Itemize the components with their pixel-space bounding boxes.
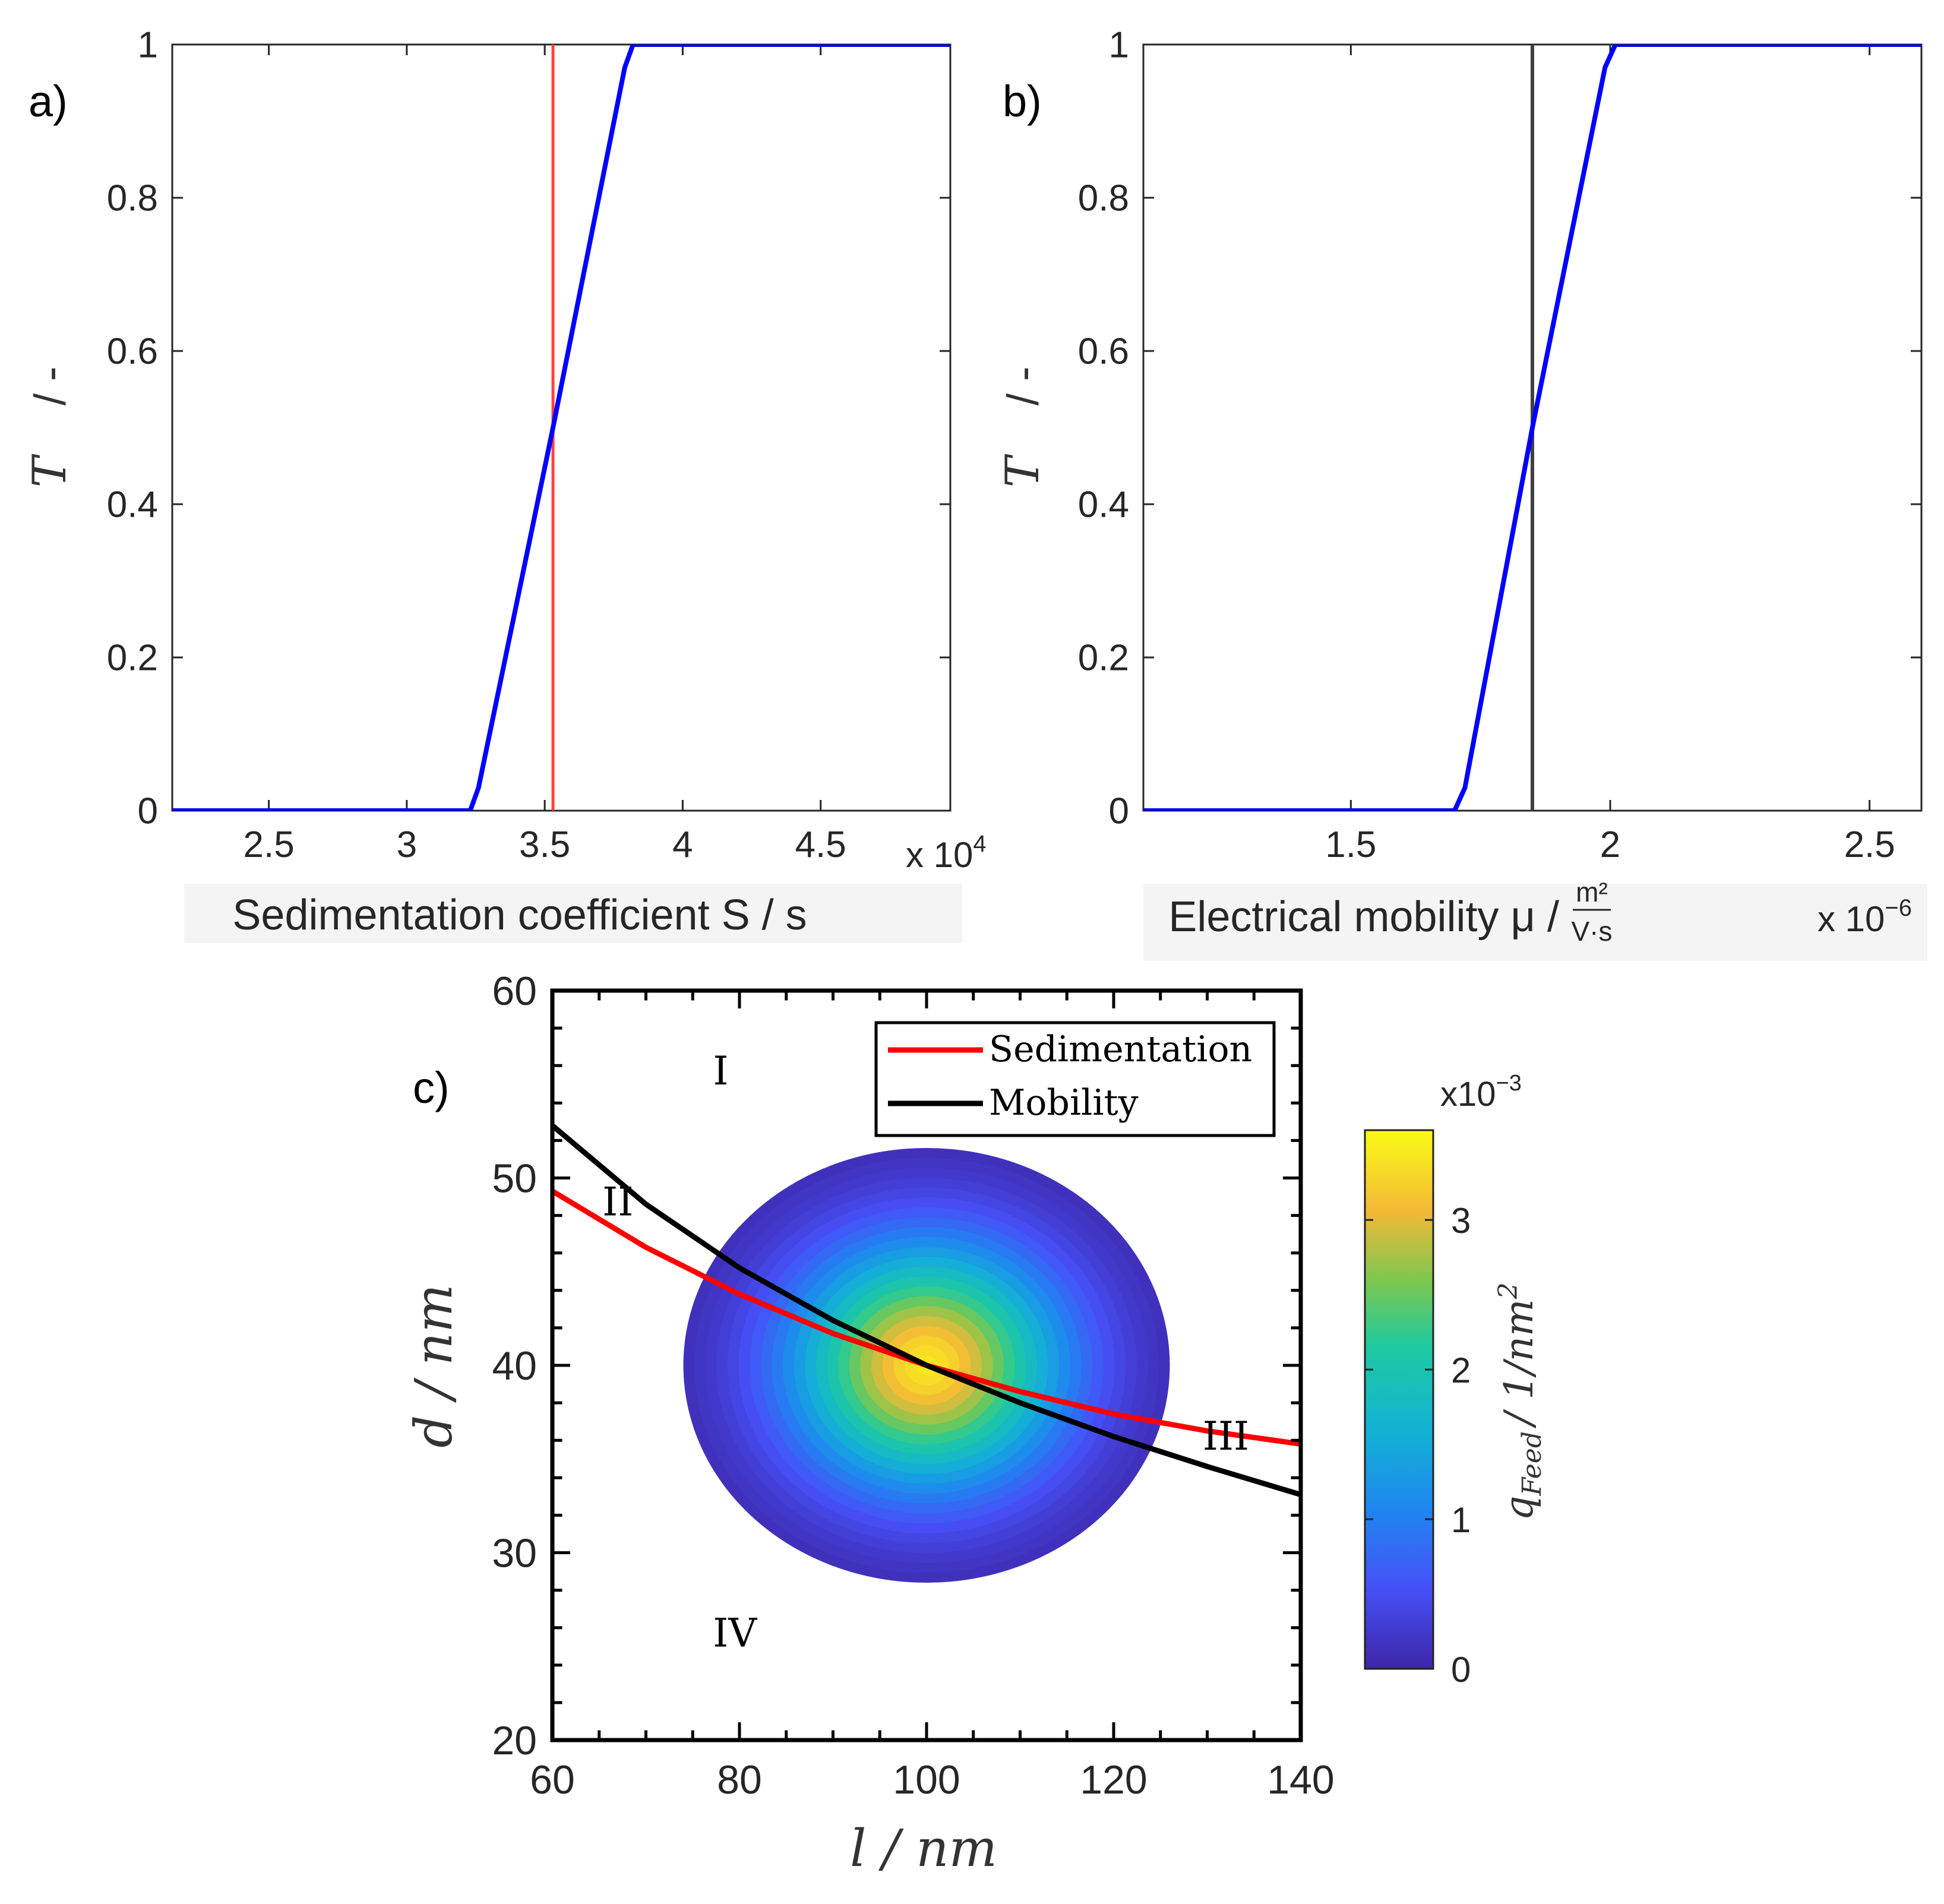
panel-c-legend-box [874,1021,1276,1137]
panel-c-ylabel: d / nm [404,1284,464,1448]
legend-label-mobility: Mobility [989,1082,1139,1124]
panel-a-xtick-label: 3 [397,824,417,865]
panel-a-x-multiplier-exp: 4 [973,831,986,857]
colorbar-label: qFeed/ 1/nm2 [1493,1282,1547,1520]
panel-c-xtick-label: 80 [717,1757,762,1802]
panel-a-ylabel-var: T [23,454,77,488]
panel-a-ytick-label: 0 [138,791,158,832]
colorbar-multiplier: x10−3 [1440,1071,1522,1114]
panel-a-x-multiplier: x 104 [906,831,987,875]
colorbar-tick-label: 1 [1451,1500,1471,1540]
panel-c-ytick-label: 30 [492,1530,537,1576]
panel-b-xtick-label: 1.5 [1325,824,1376,865]
panel-c-ytick-label: 60 [492,969,537,1014]
panel-a-xtick-label: 4 [672,824,693,865]
panel-a-xlabel: Sedimentation coefficient S / s [232,891,807,939]
panel-c-ytick-label: 20 [492,1718,537,1763]
panel-b-ytick-label: 0.6 [1078,331,1129,372]
panel-a-axes-box [171,43,952,812]
panel-b-transmission-line [1143,45,1921,811]
panel-c-ytick-label: 50 [492,1156,537,1201]
panel-a-x-multiplier-base: x 10 [906,835,973,875]
colorbar-label-subscript: Feed [1517,1431,1547,1496]
panel-c-xtick-label: 120 [1080,1757,1147,1802]
panel-a-transmission-line [172,45,950,811]
colorbar-multiplier-base: x10 [1440,1075,1496,1114]
panel-a-xtick-label: 3.5 [519,824,570,865]
panel-a-ytick-label: 1 [138,25,158,66]
panel-b-xtick-label: 2 [1600,824,1620,865]
panel-a-ytick-label: 0.2 [107,638,158,679]
panel-c-label: c) [413,1063,450,1112]
legend-label-sedimentation: Sedimentation [989,1029,1252,1070]
panel-a-ytick-label: 0.4 [107,485,158,526]
panel-b-ylabel-var: T [996,454,1050,488]
panel-c-ytick-label: 40 [492,1343,537,1389]
panel-a-xlabel-bg [184,884,962,943]
panel-b-xtick-label: 2.5 [1844,824,1895,865]
panel-c-xlabel: l / nm [850,1819,997,1878]
panel-c-xtick-label: 60 [530,1757,575,1802]
panel-b-x-multiplier: x 10−6 [1817,895,1912,939]
panel-b-chart: b) 1.5 2 2.5 0 0.2 0.4 0.6 0.8 1 T / - Electrica… [996,25,1927,961]
panel-a-ytick-label: 0.8 [107,178,158,219]
panel-b-xlabel: Electrical mobility μ / [1168,893,1559,941]
panel-b-xlabel-bg [1143,884,1927,961]
panel-b-xlabel-frac-num: m² [1576,877,1608,907]
colorbar-gradient [1364,1129,1434,1670]
panel-a-ytick-label: 0.6 [107,331,158,372]
region-label-IV: IV [713,1610,757,1656]
colorbar-tick-label: 2 [1451,1350,1471,1390]
panel-b-ytick-label: 0.4 [1078,485,1129,526]
panel-c-xtick-label: 140 [1267,1757,1334,1802]
panel-b-ylabel-unit: / - [998,366,1048,406]
colorbar-tick-label: 0 [1451,1650,1471,1690]
panel-a-label: a) [29,77,68,126]
panel-a-ylabel-unit: / - [26,366,75,406]
panel-b-label: b) [1003,77,1042,126]
panel-b-ytick-label: 1 [1109,25,1129,66]
panel-c-mobility-curve [552,1123,1301,1498]
region-label-I: I [713,1048,728,1094]
panel-b-xlabel-frac-den: V·s [1572,916,1613,947]
colorbar-tick-label: 3 [1451,1201,1471,1241]
panel-c-xtick-label: 100 [893,1757,960,1802]
panel-b-ytick-label: 0.2 [1078,638,1129,679]
colorbar-label-unit-exp: 2 [1493,1282,1523,1299]
region-label-III: III [1203,1413,1249,1459]
colorbar-label-unit: / 1/nm [1496,1299,1542,1429]
panel-b-x-multiplier-base: x 10 [1817,899,1885,939]
panel-b-ytick-label: 0.8 [1078,178,1129,219]
colorbar-label-var: q [1496,1495,1542,1520]
colorbar-multiplier-exp: −3 [1496,1071,1522,1096]
panel-a-chart: a) 2.5 3 3.5 4 4.500.20.40.60.81 T / - x 104… [23,25,987,943]
panel-a-xtick-label: 4.5 [795,824,846,865]
panel-a-xtick-label: 2.5 [243,824,294,865]
region-label-II: II [602,1179,633,1225]
panel-b-x-multiplier-exp: −6 [1885,895,1912,921]
panel-b-ytick-label: 0 [1109,791,1129,832]
panel-c-legend: Sedimentation Mobility [874,1021,1276,1137]
